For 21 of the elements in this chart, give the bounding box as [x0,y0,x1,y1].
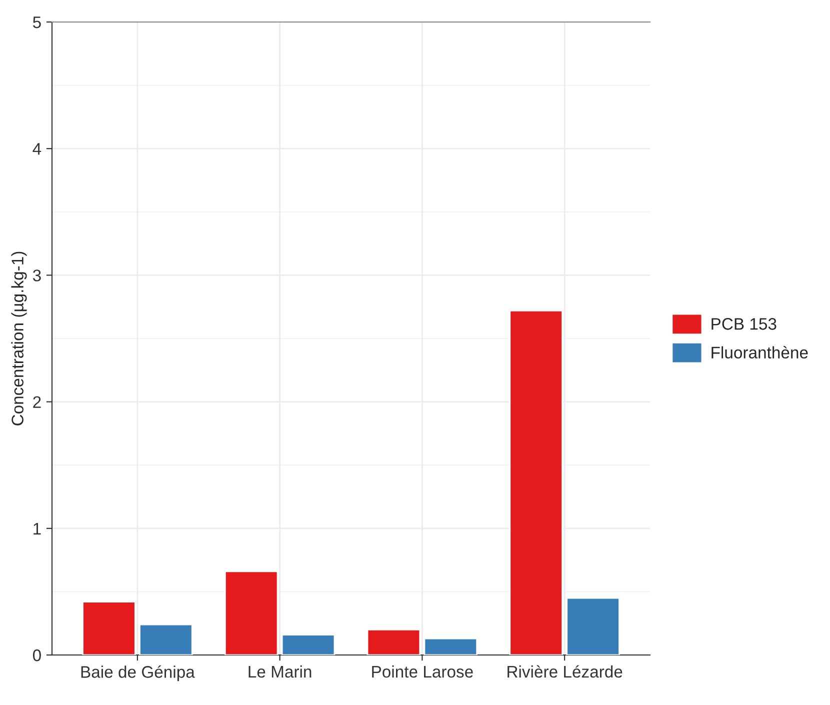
bar [566,597,620,655]
legend-label: Fluoranthène [712,346,808,358]
bar [509,310,563,655]
y-axis-title: Concentration (µg.kg-1) [11,252,27,426]
y-tick-label: 2 [33,396,41,408]
legend-label: PCB 153 [712,318,776,330]
x-tick-label: Le Marin [248,665,312,678]
bar [366,628,421,655]
y-tick-label: 3 [32,270,41,282]
bar [281,634,336,655]
y-tick-label: 5 [32,16,41,28]
bar [139,624,193,655]
x-tick-label: Baie de Génipa [81,665,195,682]
y-tick-label: 0 [32,649,41,662]
bar [424,638,478,655]
bar [224,570,278,655]
y-tick-label: 1 [34,522,41,534]
bar [82,601,136,655]
y-tick-label: 4 [32,143,42,155]
x-tick-label: Pointe Larose [372,665,473,678]
x-tick-label: Rivière Lézarde [508,665,622,678]
